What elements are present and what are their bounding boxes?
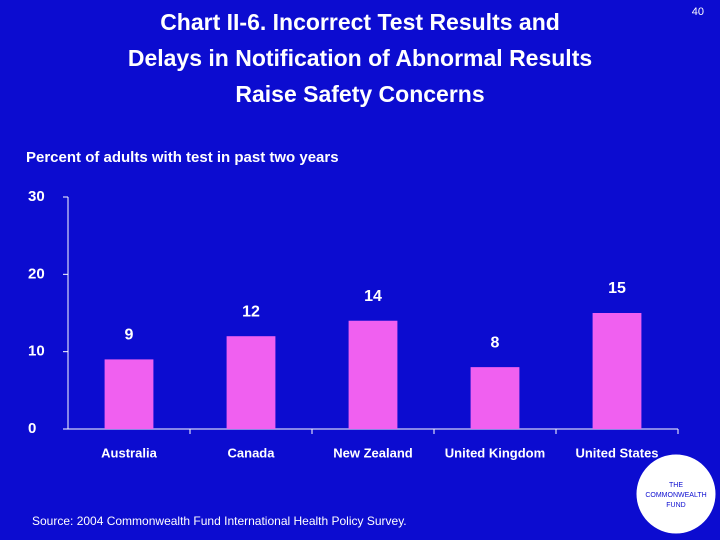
- bar: [470, 367, 520, 429]
- value-label: 12: [242, 303, 260, 320]
- logo-text: THE: [669, 482, 683, 489]
- logo-text: FUND: [666, 502, 685, 509]
- bar: [348, 320, 398, 429]
- bar: [104, 359, 154, 429]
- bar: [592, 313, 642, 429]
- source: Source: 2004 Commonwealth Fund Internati…: [32, 514, 407, 528]
- chart-title: Chart II-6. Incorrect Test Results and: [160, 9, 560, 35]
- value-label: 14: [364, 288, 382, 305]
- x-tick-label: United Kingdom: [445, 445, 545, 460]
- subtitle: Percent of adults with test in past two …: [26, 149, 339, 166]
- value-label: 9: [125, 327, 134, 344]
- value-label: 15: [608, 280, 626, 297]
- page-number: 40: [692, 6, 704, 18]
- chart-title: Raise Safety Concerns: [235, 81, 484, 107]
- chart-title: Delays in Notification of Abnormal Resul…: [128, 45, 592, 71]
- logo-text: COMMONWEALTH: [645, 492, 706, 499]
- value-label: 8: [491, 334, 500, 351]
- x-tick-label: New Zealand: [333, 445, 413, 460]
- y-tick-label: 20: [28, 265, 45, 282]
- x-tick-label: United States: [575, 445, 658, 460]
- x-tick-label: Canada: [228, 445, 276, 460]
- bar: [226, 336, 276, 429]
- x-tick-label: Australia: [101, 445, 157, 460]
- y-tick-label: 30: [28, 188, 45, 205]
- y-tick-label: 10: [28, 343, 45, 360]
- logo: [635, 453, 717, 535]
- y-tick-label: 0: [28, 420, 36, 437]
